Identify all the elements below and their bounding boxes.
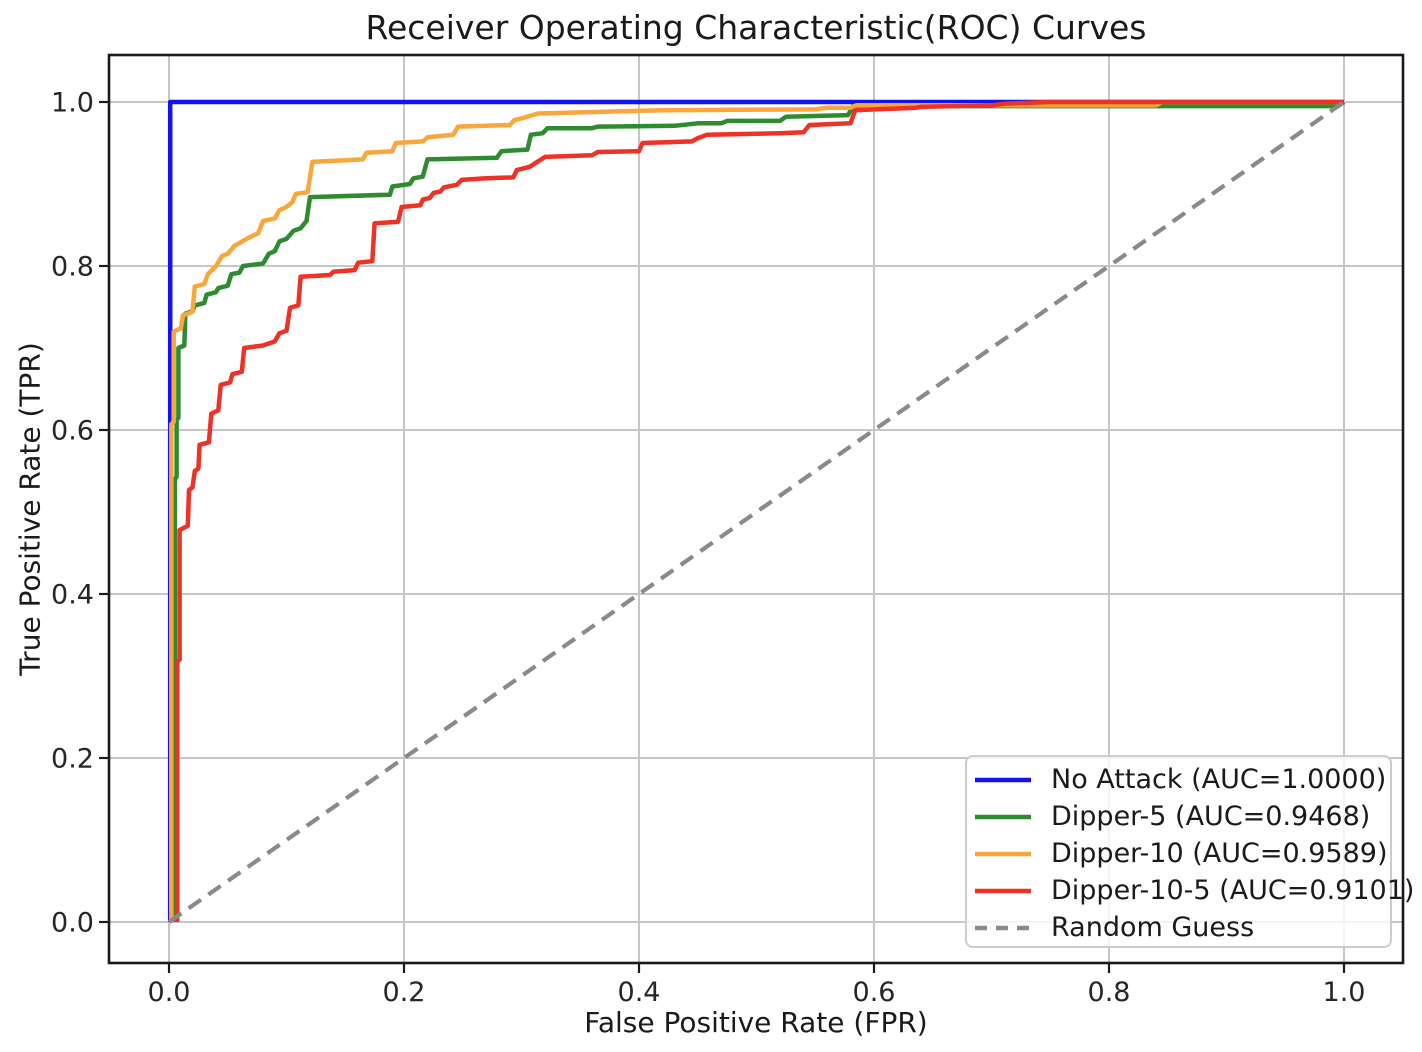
legend-swatch-line [975,925,1031,930]
legend-swatch-line [975,777,1031,782]
axes-spines [107,53,1405,965]
y-tick-label: 1.0 [51,88,94,119]
legend-label: Dipper-5 (AUC=0.9468) [1051,801,1371,832]
legend-swatch-line [975,814,1031,819]
y-tick-label: 0.8 [51,252,94,283]
curve-dipper-10 [169,99,1344,922]
y-axis-label: True Positive Rate (TPR) [13,342,47,676]
x-tick-label: 0.2 [383,977,426,1008]
x-tick-label: 1.0 [1323,977,1366,1008]
x-tick-label: 0.8 [1088,977,1131,1008]
tick-labels: 0.0 0.2 0.4 0.6 0.8 1.0 0.0 0.2 0.4 0.6 0.8 1.0 [51,88,1365,1009]
legend: No Attack (AUC=1.0000) Dipper-5 (AUC=0.94… [965,755,1414,948]
legend-label: No Attack (AUC=1.0000) [1051,764,1387,795]
legend-entry: No Attack (AUC=1.0000) [967,761,1390,798]
legend-swatch-line [975,851,1031,856]
legend-entry: Random Guess [967,909,1390,946]
curves [167,99,1346,924]
y-tick-label: 0.0 [51,908,94,939]
ticks [99,100,1346,973]
x-tick-label: 0.6 [853,977,896,1008]
x-tick-label: 0.4 [618,977,661,1008]
curve-dipper-10-5 [174,99,1344,922]
legend-label: Random Guess [1051,912,1255,943]
legend-entry: Dipper-10-5 (AUC=0.9101) [967,872,1414,909]
x-tick-label: 0.0 [148,977,191,1008]
y-tick-label: 0.6 [51,416,94,447]
legend-swatch-line [975,888,1031,893]
legend-entry: Dipper-5 (AUC=0.9468) [967,798,1390,835]
legend-label: Dipper-10 (AUC=0.9589) [1051,838,1388,869]
x-axis-label: False Positive Rate (FPR) [584,1006,928,1039]
y-tick-label: 0.4 [51,580,94,611]
y-tick-label: 0.2 [51,744,94,775]
chart-title: Receiver Operating Characteristic(ROC) C… [365,8,1147,47]
legend-label: Dipper-10-5 (AUC=0.9101) [1051,875,1415,906]
legend-entry: Dipper-10 (AUC=0.9589) [967,835,1390,872]
